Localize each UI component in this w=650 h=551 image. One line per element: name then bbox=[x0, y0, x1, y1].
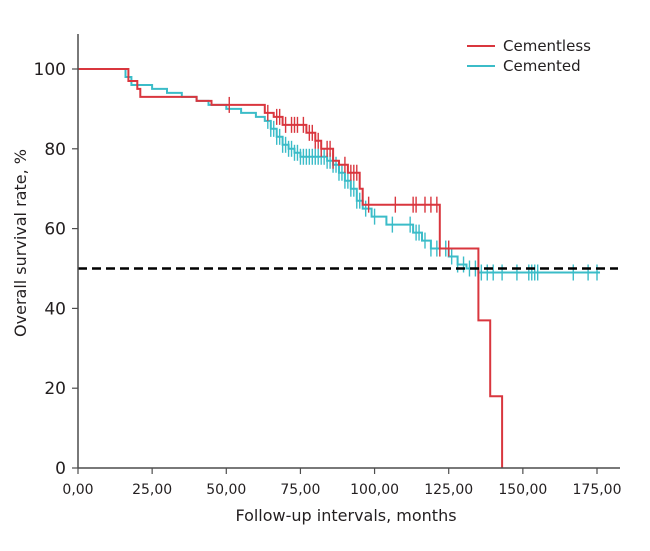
y-tick-label: 80 bbox=[44, 140, 66, 160]
y-tick-label: 0 bbox=[55, 459, 66, 479]
legend-label-cementless: Cementless bbox=[503, 37, 591, 55]
censor-marks-cemented bbox=[267, 112, 598, 281]
x-axis-title: Follow-up intervals, months bbox=[235, 506, 456, 525]
legend-label-cemented: Cemented bbox=[503, 57, 581, 75]
y-tick-label: 60 bbox=[44, 220, 66, 240]
x-tick-label: 175,00 bbox=[573, 482, 622, 498]
y-tick-label: 40 bbox=[44, 299, 66, 319]
x-tick-label: 100,00 bbox=[350, 482, 399, 498]
y-tick-label: 100 bbox=[34, 60, 66, 80]
y-axis-title: Overall survival rate, % bbox=[11, 149, 30, 337]
legend: Cementless Cemented bbox=[467, 37, 591, 75]
series-layer bbox=[78, 68, 618, 468]
x-tick-label: 125,00 bbox=[424, 482, 473, 498]
x-tick-label: 75,00 bbox=[280, 482, 320, 498]
x-tick-label: 50,00 bbox=[206, 482, 246, 498]
x-tick-label: 0,00 bbox=[62, 482, 93, 498]
y-tick-label: 20 bbox=[44, 379, 66, 399]
axes bbox=[77, 34, 620, 469]
x-tick-label: 25,00 bbox=[132, 482, 172, 498]
censor-marks-cementless bbox=[228, 96, 450, 257]
ticks: 0,00 25,00 50,00 75,00 100,00 125,00 150,00 175… bbox=[34, 60, 622, 498]
x-tick-label: 150,00 bbox=[498, 482, 547, 498]
